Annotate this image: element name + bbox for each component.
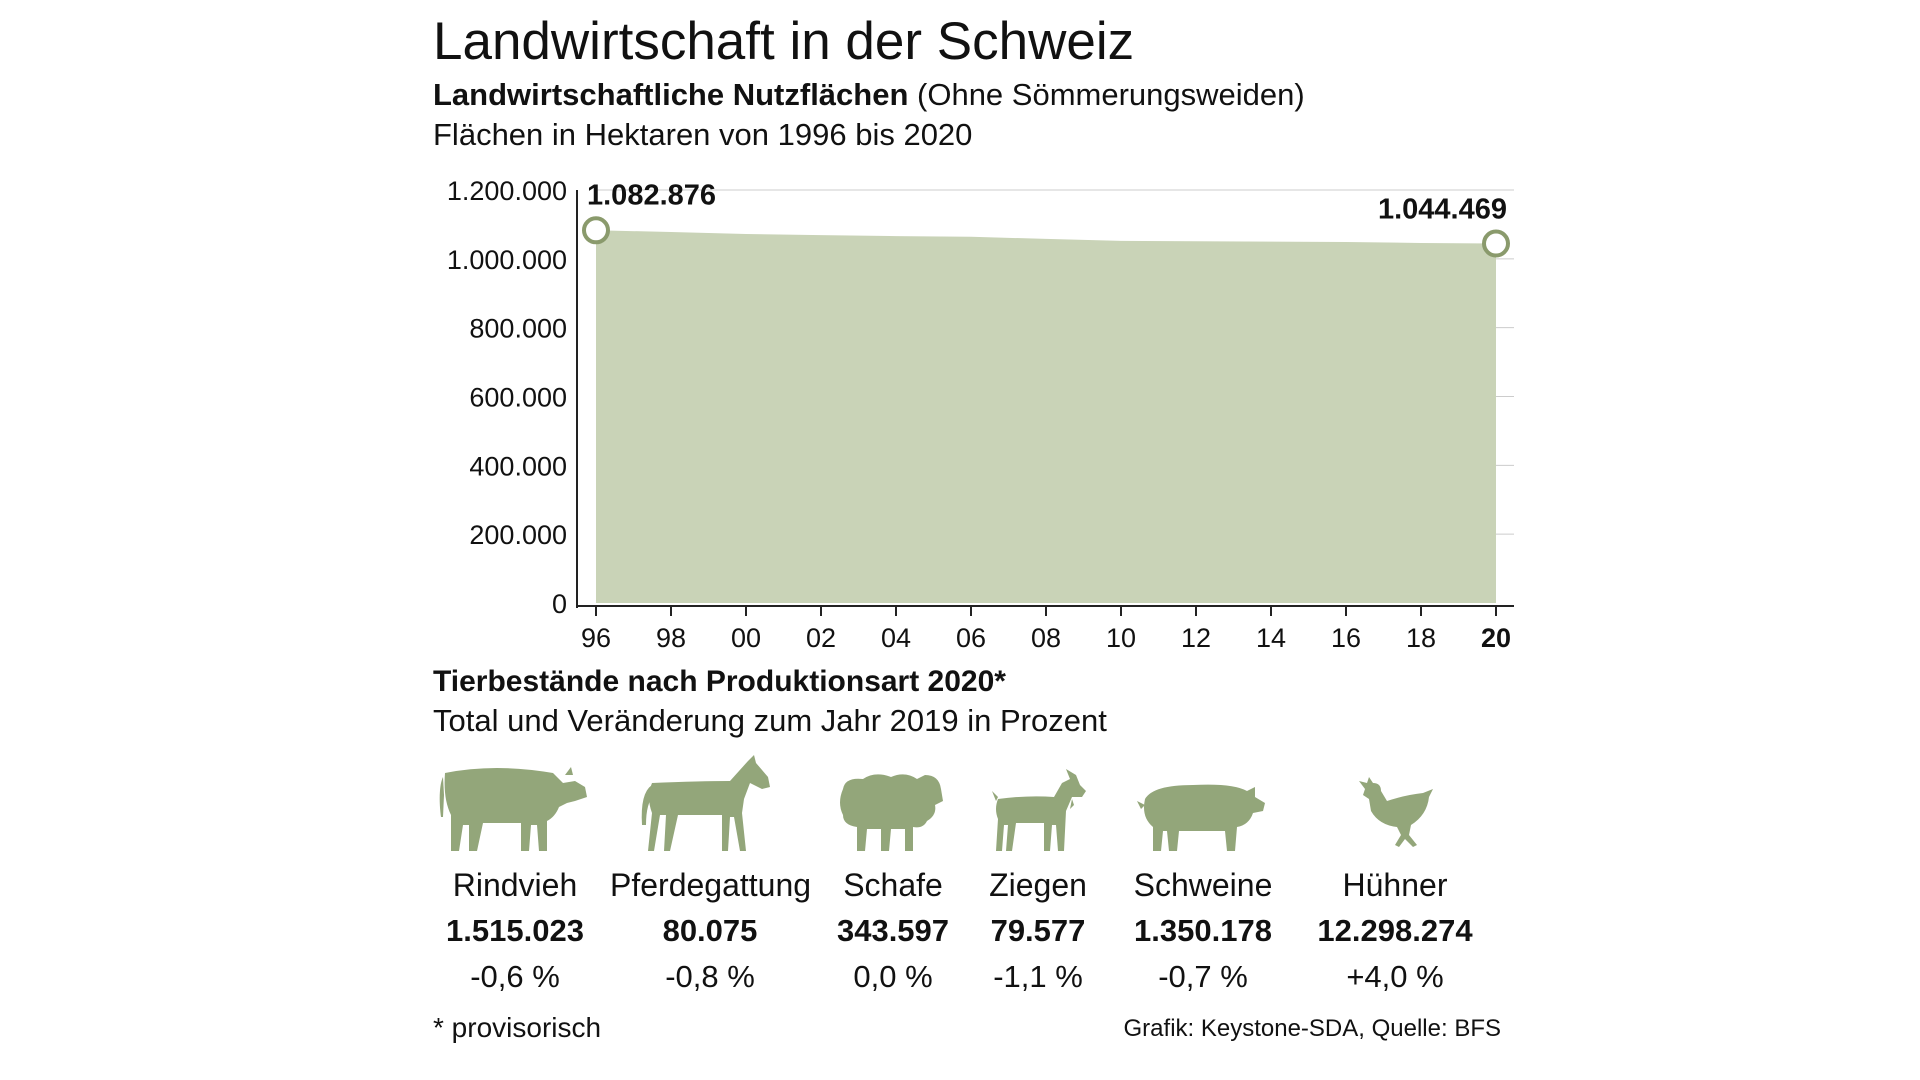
y-tick-label: 1.200.000: [447, 176, 567, 206]
chicken-icon: [1359, 777, 1433, 847]
livestock-total: 12.298.274: [1317, 913, 1473, 948]
cow-icon: [439, 767, 587, 851]
pig-icon: [1137, 784, 1265, 851]
livestock-change: -1,1 %: [993, 959, 1083, 994]
livestock-change: -0,6 %: [470, 959, 560, 994]
livestock-name: Schafe: [843, 867, 943, 903]
livestock-change: +4,0 %: [1346, 959, 1444, 994]
annotations: 1.082.876 1.044.469: [582, 179, 1510, 258]
livestock-subtitle: Total und Veränderung zum Jahr 2019 in P…: [433, 703, 1107, 738]
y-tick-labels: 0 200.000 400.000 600.000 800.000 1.000.000 1.…: [447, 176, 567, 619]
x-tick-label: 16: [1331, 623, 1361, 653]
horse-icon: [641, 755, 770, 851]
livestock-item-rindvieh: Rindvieh 1.515.023 -0,6 %: [415, 755, 615, 997]
x-tick-label: 00: [731, 623, 761, 653]
x-tick-labels: 96 98 00 02 04 06 08 10 12 14 16 18 20: [581, 606, 1511, 653]
sheep-icon: [840, 774, 943, 851]
y-tick-label: 400.000: [469, 451, 567, 481]
x-tick-label: 20: [1481, 623, 1511, 653]
x-tick-label: 02: [806, 623, 836, 653]
livestock-total: 1.515.023: [446, 913, 584, 948]
livestock-item-ziegen: Ziegen 79.577 -1,1 %: [938, 755, 1138, 997]
livestock-total: 79.577: [990, 913, 1086, 948]
livestock-total: 343.597: [836, 913, 950, 948]
livestock-change: 0,0 %: [853, 959, 933, 994]
livestock-name: Ziegen: [989, 867, 1087, 903]
x-tick-label: 96: [581, 623, 611, 653]
annotation-marker: [1482, 229, 1510, 258]
x-tick-label: 04: [881, 623, 911, 653]
chart-subtitle-note: (Ohne Sömmerungsweiden): [908, 77, 1305, 112]
x-tick-label: 12: [1181, 623, 1211, 653]
livestock-name: Hühner: [1342, 867, 1448, 903]
livestock-total: 80.075: [662, 913, 758, 948]
source-credit: Grafik: Keystone-SDA, Quelle: BFS: [1123, 1015, 1501, 1042]
area-series: [596, 230, 1496, 603]
y-tick-label: 0: [552, 589, 567, 619]
livestock-name: Pferdegattung: [610, 867, 812, 903]
chart-description: Flächen in Hektaren von 1996 bis 2020: [433, 117, 973, 152]
livestock-name: Schweine: [1133, 867, 1273, 903]
livestock-change: -0,8 %: [665, 959, 755, 994]
x-tick-label: 18: [1406, 623, 1436, 653]
livestock-item-pferdegattung: Pferdegattung 80.075 -0,8 %: [610, 755, 812, 997]
livestock-total: 1.350.178: [1134, 913, 1272, 948]
x-tick-label: 10: [1106, 623, 1136, 653]
x-tick-label: 08: [1031, 623, 1061, 653]
x-tick-label: 98: [656, 623, 686, 653]
x-tick-label: 06: [956, 623, 986, 653]
footnote: * provisorisch: [433, 1012, 602, 1043]
y-tick-label: 1.000.000: [447, 245, 567, 275]
annotation-label: 1.044.469: [1378, 194, 1507, 226]
page-title: Landwirtschaft in der Schweiz: [433, 12, 1135, 71]
livestock-title: Tierbestände nach Produktionsart 2020*: [433, 665, 1006, 698]
chart-subtitle-bold: Landwirtschaftliche Nutzflächen: [433, 77, 909, 112]
x-tick-label: 14: [1256, 623, 1286, 653]
livestock-list: Rindvieh 1.515.023 -0,6 % Pferdegattung …: [415, 755, 1515, 1005]
y-tick-label: 600.000: [469, 383, 567, 413]
livestock-item-schafe: Schafe 343.597 0,0 %: [793, 755, 993, 997]
chart-subtitle: Landwirtschaftliche Nutzflächen (Ohne Sö…: [433, 76, 1305, 114]
annotation-label: 1.082.876: [587, 179, 716, 211]
livestock-item-schweine: Schweine 1.350.178 -0,7 %: [1103, 755, 1303, 997]
y-tick-label: 800.000: [469, 314, 567, 344]
annotation-marker: [582, 216, 610, 245]
livestock-item-huehner: Hühner 12.298.274 +4,0 %: [1295, 755, 1495, 997]
y-tick-label: 200.000: [469, 520, 567, 550]
livestock-name: Rindvieh: [452, 867, 578, 903]
livestock-change: -0,7 %: [1158, 959, 1248, 994]
goat-icon: [992, 769, 1086, 851]
